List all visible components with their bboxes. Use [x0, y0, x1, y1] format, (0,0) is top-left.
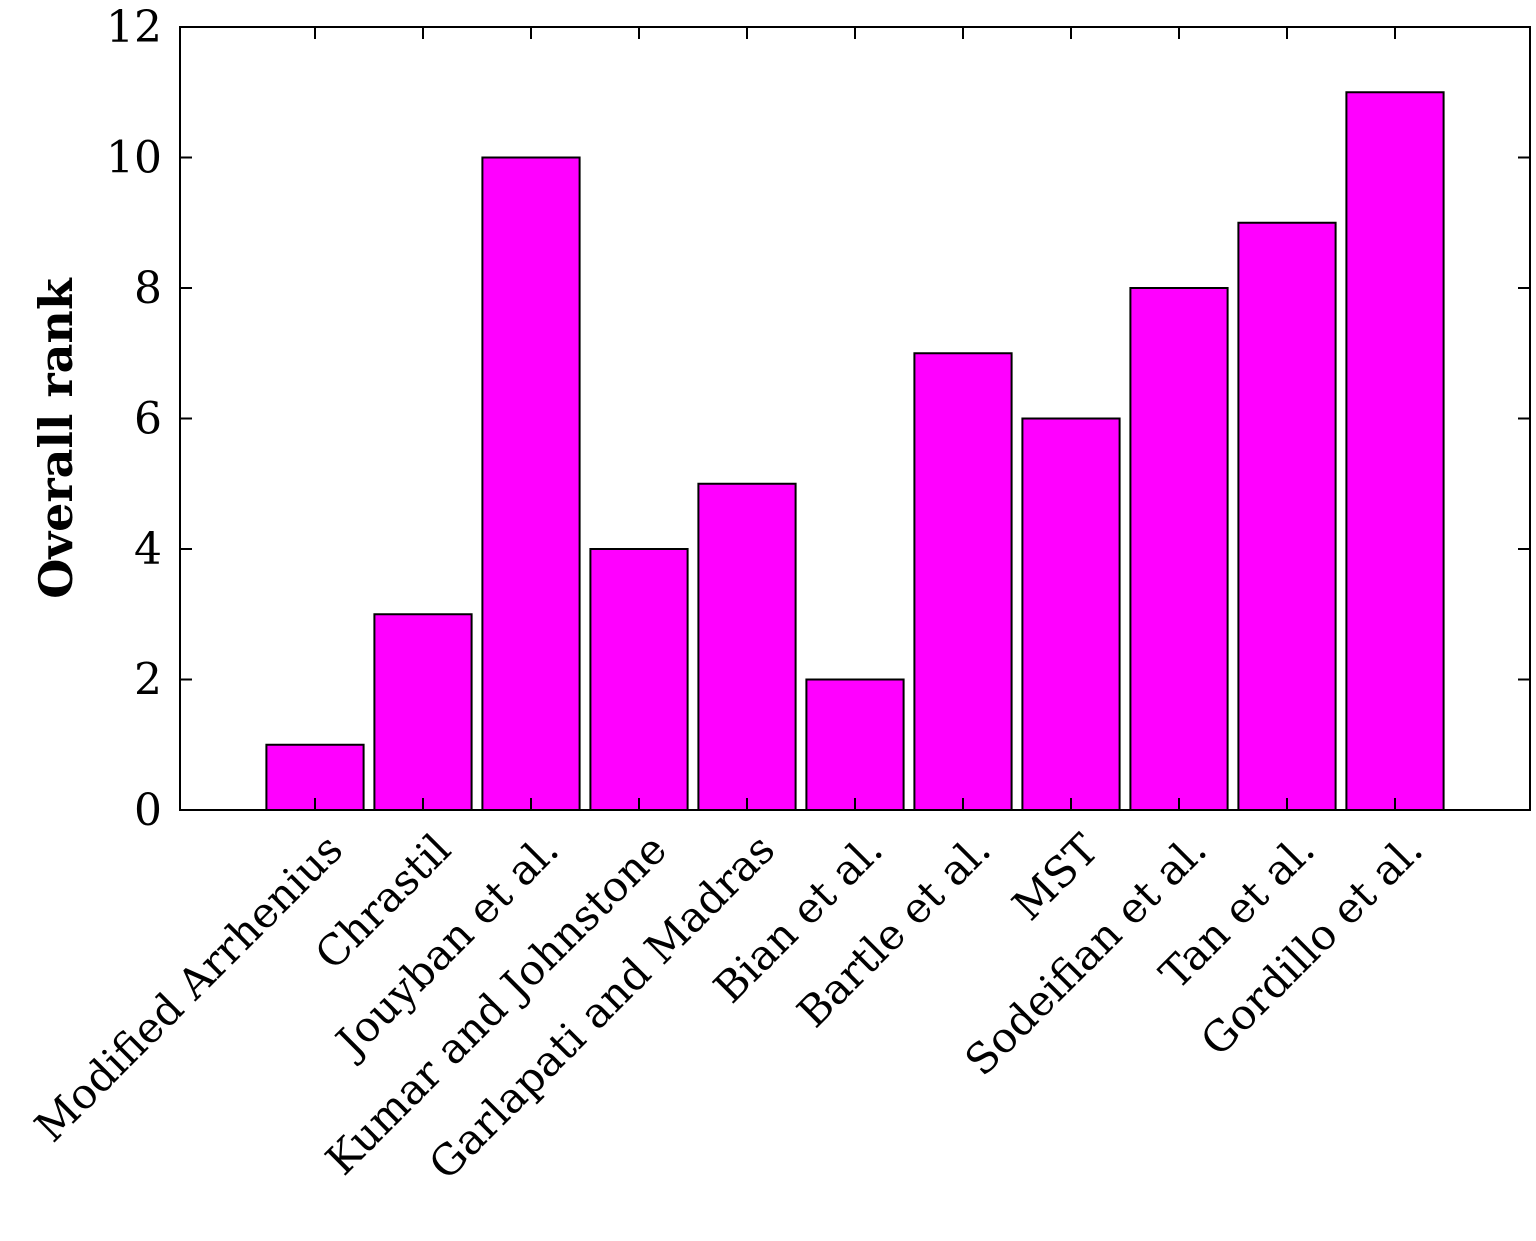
y-tick-labels: 0 2 4 6 8 10 12: [106, 2, 162, 836]
y-axis-title: Overall rank: [29, 277, 83, 599]
bar-7: [1021, 417, 1121, 811]
y-tick-label-3: 6: [134, 394, 162, 445]
bar-10: [1345, 91, 1445, 811]
y-tick-label-6: 12: [106, 2, 162, 53]
bar-1: [373, 613, 473, 811]
y-tick-label-4: 8: [134, 263, 162, 314]
bar-3: [589, 548, 689, 811]
x-tick-label-0: Modified Arrhenius: [25, 824, 352, 1151]
bar-4: [697, 482, 797, 811]
bar-6: [913, 352, 1013, 811]
bar-8: [1129, 287, 1229, 811]
y-tick-label-1: 2: [134, 655, 162, 706]
bar-5: [805, 678, 905, 811]
y-tick-label-0: 0: [134, 785, 162, 836]
bar-2: [481, 156, 581, 811]
bar-9: [1237, 221, 1337, 811]
bars-group: [265, 91, 1445, 811]
y-tick-label-5: 10: [106, 133, 162, 184]
y-tick-label-2: 4: [134, 524, 162, 575]
plot-frame: [179, 26, 1531, 811]
